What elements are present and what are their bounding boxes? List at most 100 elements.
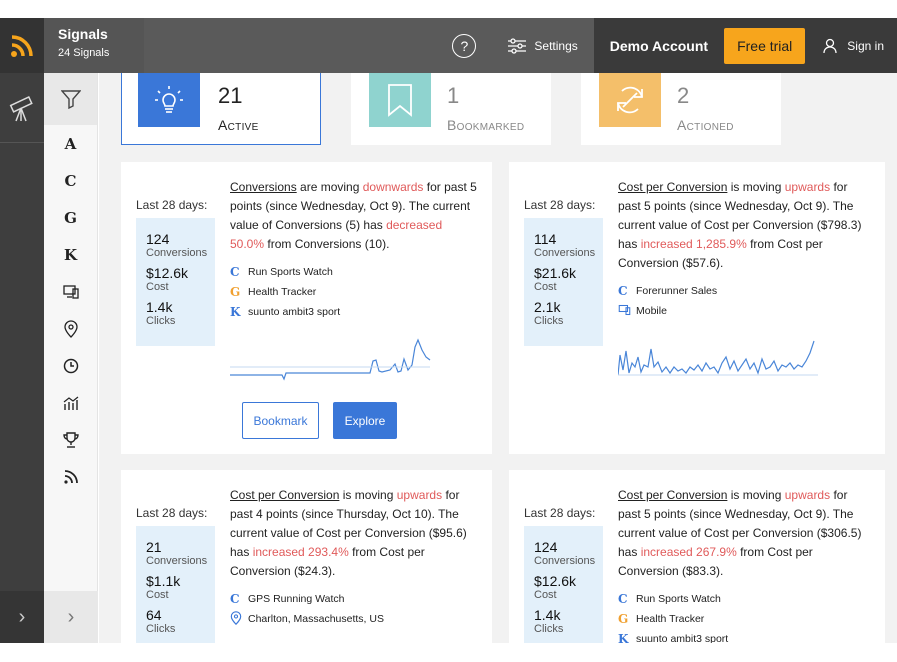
stat-key: Conversions [534,555,596,567]
tab-bookmarked[interactable]: 1 Bookmarked [351,73,551,145]
trophy-icon[interactable] [44,421,97,458]
app-title-block: Signals 24 Signals [44,18,144,73]
change-value: increased 267.9% [640,545,737,559]
stat-key: Cost [146,589,169,601]
stats-box: 114 Conversions $21.6k Cost 2.1k Clicks [524,218,603,346]
stat-value: $21.6k [534,265,577,281]
change-value: decreased 50.0% [230,218,443,251]
signal-description: Cost per Conversion is moving upwards fo… [618,488,862,578]
filter-sidebar: A C G K › [44,73,98,643]
help-icon[interactable]: ? [452,33,477,58]
stat-value: 1.4k [146,299,173,315]
tag-location[interactable]: Charlton, Massachusetts, US [230,609,384,629]
bar-trend-icon[interactable] [44,384,97,421]
stat-value: 64 [146,607,162,623]
tag-campaign[interactable]: C Run Sports Watch [230,265,333,279]
period-label: Last 28 days: [524,506,596,520]
stat-key: Clicks [146,623,176,635]
direction: downwards [362,180,424,194]
period-label: Last 28 days: [524,198,596,212]
metric-link[interactable]: Conversions [230,180,297,194]
free-trial-button[interactable]: Free trial [724,27,806,64]
direction: upwards [784,488,831,502]
status-tabs: 21 Active 1 Bookmarked 2 Actioned [99,73,897,153]
user-icon [823,38,837,53]
lightbulb-icon [138,73,200,127]
signal-card: Last 28 days: 124 Conversions $12.6k Cos… [121,162,492,454]
tab-active[interactable]: 21 Active [121,73,321,145]
stat-value: 124 [146,231,170,247]
signals-logo-icon[interactable] [0,18,44,73]
stat-value: 114 [534,231,557,247]
stat-key: Cost [534,589,557,601]
filter-ad-group[interactable]: G [64,208,77,227]
location-icon [230,610,248,628]
metric-link[interactable]: Cost per Conversion [230,488,340,502]
signal-description: Cost per Conversion is moving upwards fo… [618,180,862,270]
signal-description: Cost per Conversion is moving upwards fo… [230,488,467,578]
stat-key: Conversions [534,247,596,259]
bookmark-icon [369,73,431,127]
tag-ad-group[interactable]: G Health Tracker [230,285,317,299]
tag-campaign[interactable]: C Forerunner Sales [618,284,718,298]
stat-value: 1.4k [534,607,561,623]
tag-ad-group[interactable]: G Health Tracker [618,612,705,626]
filter-account[interactable]: A [64,134,77,153]
stat-key: Clicks [146,315,176,327]
bookmarked-count: 1 [447,83,460,108]
stat-value: 2.1k [534,299,561,315]
tab-actioned[interactable]: 2 Actioned [581,73,781,145]
signal-description: Conversions are moving downwards for pas… [230,180,477,251]
demo-account-button[interactable]: Demo Account [593,18,725,73]
stats-box: 21 Conversions $1.1k Cost 64 Clicks [136,526,215,643]
stat-key: Conversions [146,247,208,259]
stat-key: Clicks [534,623,564,635]
filter-expand-chevron-icon[interactable]: › [44,591,98,643]
tag-list: C GPS Running Watch Charlton, Massachuset… [230,589,384,629]
app-title: Signals [58,26,108,42]
rail-expand-chevron-icon[interactable]: › [0,591,44,643]
tag-device[interactable]: Mobile [618,301,717,321]
signal-card: Last 28 days: 114 Conversions $21.6k Cos… [509,162,885,454]
filter-campaign[interactable]: C [64,171,77,190]
direction: upwards [784,180,831,194]
actioned-label: Actioned [677,117,734,133]
clock-icon[interactable] [44,347,97,384]
actioned-count: 2 [677,83,690,108]
period-label: Last 28 days: [136,506,208,520]
sliders-icon [508,37,527,54]
metric-link[interactable]: Cost per Conversion [618,488,728,502]
stats-box: 124 Conversions $12.6k Cost 1.4k Clicks [136,218,215,346]
tag-campaign[interactable]: C GPS Running Watch [230,592,345,606]
active-label: Active [218,117,259,133]
signal-count: 24 Signals [58,47,110,59]
active-count: 21 [218,83,243,108]
tag-campaign[interactable]: C Run Sports Watch [618,592,721,606]
settings-label: Settings [534,38,578,53]
filter-keyword[interactable]: K [63,245,78,264]
stat-value: 21 [146,539,162,555]
device-icon[interactable] [44,273,97,310]
change-value: increased 293.4% [252,545,349,559]
signals-main: 21 Active 1 Bookmarked 2 Actioned Last 2… [99,73,897,643]
location-icon[interactable] [44,310,97,347]
stat-key: Cost [146,281,169,293]
sparkline [230,338,431,381]
rss-icon[interactable] [44,458,97,495]
device-icon [618,304,636,319]
top-bar: Signals 24 Signals ? Settings Demo Accou… [0,18,897,73]
change-value: increased 1,285.9% [640,237,747,251]
sign-in-button[interactable]: Sign in [811,18,897,73]
telescope-icon[interactable] [0,73,44,143]
bookmark-button[interactable]: Bookmark [242,402,319,439]
period-label: Last 28 days: [136,198,208,212]
stat-key: Conversions [146,555,208,567]
explore-button[interactable]: Explore [333,402,397,439]
metric-link[interactable]: Cost per Conversion [618,180,728,194]
settings-button[interactable]: Settings [508,37,578,54]
stat-value: $1.1k [146,573,181,589]
funnel-icon[interactable] [44,73,97,125]
